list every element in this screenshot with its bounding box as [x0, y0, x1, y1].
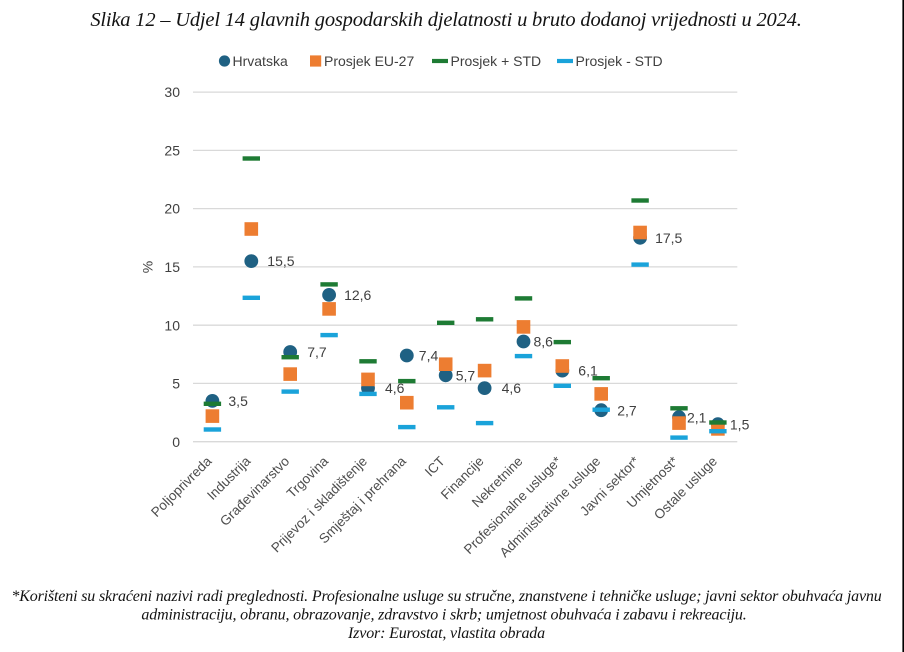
svg-text:15,5: 15,5 — [267, 253, 294, 269]
svg-text:Prosjek EU-27: Prosjek EU-27 — [324, 53, 414, 69]
svg-text:0: 0 — [172, 434, 180, 450]
svg-text:7,4: 7,4 — [419, 348, 439, 364]
svg-text:Hrvatska: Hrvatska — [233, 53, 288, 69]
svg-text:2,1: 2,1 — [687, 409, 707, 425]
svg-text:8,6: 8,6 — [534, 334, 554, 350]
svg-text:5,7: 5,7 — [456, 367, 476, 383]
svg-text:4,6: 4,6 — [385, 380, 405, 396]
svg-text:administraciju, obranu, obrazo: administraciju, obranu, obrazovanje, zdr… — [141, 607, 746, 624]
svg-text:Građevinarstvo: Građevinarstvo — [217, 454, 292, 529]
svg-text:ICT: ICT — [422, 454, 448, 480]
svg-text:30: 30 — [164, 84, 180, 100]
svg-text:5: 5 — [172, 376, 180, 392]
svg-text:Poljoprivreda: Poljoprivreda — [148, 453, 215, 520]
svg-text:20: 20 — [164, 201, 180, 217]
svg-text:17,5: 17,5 — [655, 230, 682, 246]
svg-text:2,7: 2,7 — [617, 402, 637, 418]
svg-text:12,6: 12,6 — [344, 287, 371, 303]
svg-text:*Korišteni su skraćeni nazivi: *Korišteni su skraćeni nazivi radi pregl… — [11, 588, 881, 605]
svg-text:25: 25 — [164, 143, 180, 159]
svg-text:Izvor: Eurostat, vlastita obra: Izvor: Eurostat, vlastita obrada — [347, 625, 545, 642]
svg-text:Prosjek + STD: Prosjek + STD — [451, 53, 542, 69]
svg-text:Prosjek - STD: Prosjek - STD — [576, 53, 663, 69]
svg-text:Slika 12 – Udjel 14 glavnih go: Slika 12 – Udjel 14 glavnih gospodarskih… — [90, 9, 801, 31]
svg-text:3,5: 3,5 — [228, 393, 248, 409]
svg-text:10: 10 — [164, 317, 180, 333]
svg-text:1,5: 1,5 — [730, 416, 750, 432]
svg-text:6,1: 6,1 — [578, 363, 598, 379]
svg-text:15: 15 — [164, 259, 180, 275]
svg-text:%: % — [140, 261, 156, 273]
svg-text:7,7: 7,7 — [307, 344, 327, 360]
svg-text:4,6: 4,6 — [502, 380, 522, 396]
